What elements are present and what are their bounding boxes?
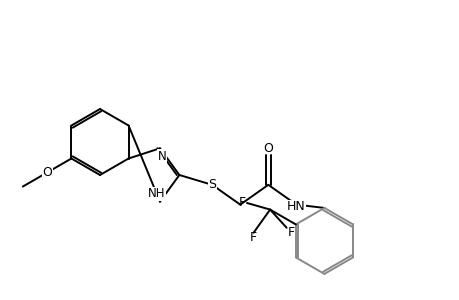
Text: NH: NH bbox=[148, 187, 165, 200]
Text: O: O bbox=[42, 166, 52, 179]
Text: O: O bbox=[263, 142, 273, 154]
Text: F: F bbox=[287, 226, 295, 239]
Text: HN: HN bbox=[286, 200, 305, 213]
Text: N: N bbox=[157, 150, 166, 163]
Text: F: F bbox=[238, 196, 245, 209]
Text: S: S bbox=[208, 178, 216, 191]
Text: F: F bbox=[250, 231, 257, 244]
